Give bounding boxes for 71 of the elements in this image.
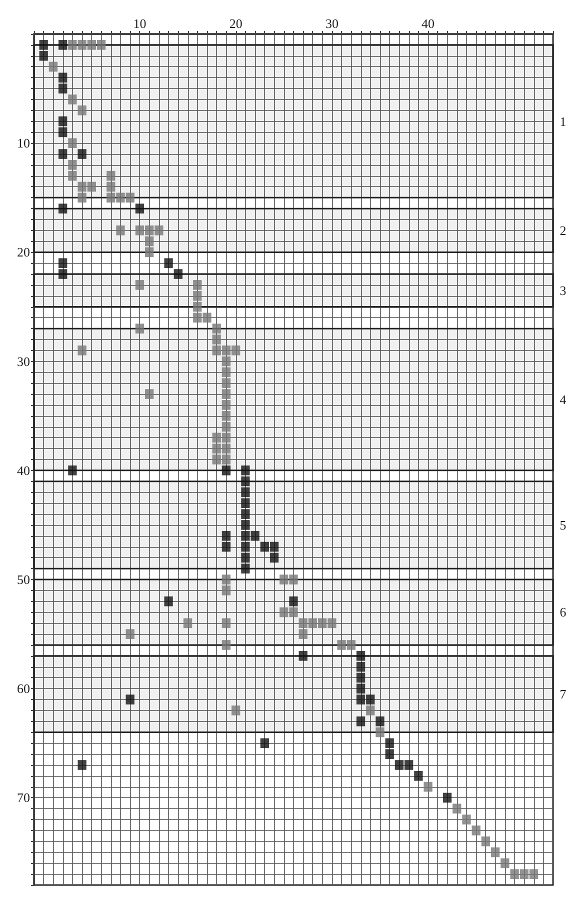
y-tick-label: 60	[17, 681, 30, 696]
point	[385, 749, 394, 759]
point	[222, 542, 231, 552]
point	[241, 466, 250, 476]
band-label: 1	[560, 114, 566, 129]
point	[241, 487, 250, 498]
band-label: 5	[560, 517, 566, 532]
y-tick-label: 20	[17, 244, 30, 260]
point	[58, 72, 68, 83]
x-tick-label: 10	[133, 16, 146, 31]
band-label: 3	[560, 282, 566, 298]
point	[356, 694, 366, 704]
point	[68, 466, 77, 476]
y-tick-label: 10	[17, 136, 30, 151]
point	[270, 542, 279, 552]
point	[404, 760, 414, 770]
band-label: 4	[560, 392, 567, 407]
point	[174, 269, 182, 279]
point	[356, 716, 366, 726]
y-tick-label: 70	[17, 790, 30, 806]
point	[241, 552, 250, 563]
point	[241, 564, 250, 574]
point	[442, 792, 452, 803]
x-tick-label: 30	[325, 16, 338, 31]
point	[356, 684, 366, 694]
point	[78, 149, 86, 159]
y-tick-label: 30	[17, 354, 30, 369]
point	[376, 716, 384, 726]
point	[356, 662, 366, 672]
point	[298, 650, 308, 661]
point	[356, 672, 366, 683]
point	[126, 694, 134, 704]
point	[241, 476, 250, 486]
point	[58, 127, 68, 138]
x-tick-label: 20	[229, 16, 242, 31]
point	[241, 498, 250, 508]
point	[58, 149, 68, 159]
point	[260, 738, 269, 748]
point	[366, 694, 375, 704]
point	[260, 542, 269, 552]
point	[78, 760, 86, 770]
band-label: 7	[560, 686, 567, 702]
point	[135, 204, 144, 214]
point	[58, 84, 68, 94]
y-tick-label: 50	[17, 572, 30, 588]
point	[250, 530, 260, 541]
point	[39, 40, 48, 50]
band-label: 2	[560, 222, 566, 238]
point	[241, 520, 250, 530]
point	[58, 204, 68, 214]
point	[222, 466, 231, 476]
point	[270, 552, 279, 563]
point	[39, 50, 48, 61]
point	[289, 596, 298, 606]
point	[164, 258, 173, 268]
point	[241, 509, 250, 519]
point	[356, 650, 366, 661]
point	[58, 269, 68, 279]
y-tick-label: 40	[17, 462, 30, 478]
band-label: 6	[560, 604, 567, 620]
point	[164, 596, 173, 606]
point	[222, 530, 231, 541]
point	[58, 40, 68, 50]
point	[58, 116, 68, 126]
point	[241, 542, 250, 552]
point	[394, 760, 404, 770]
x-tick-label: 40	[422, 16, 435, 31]
point	[414, 770, 423, 781]
point	[241, 530, 250, 541]
point	[58, 258, 68, 268]
point	[385, 738, 394, 748]
